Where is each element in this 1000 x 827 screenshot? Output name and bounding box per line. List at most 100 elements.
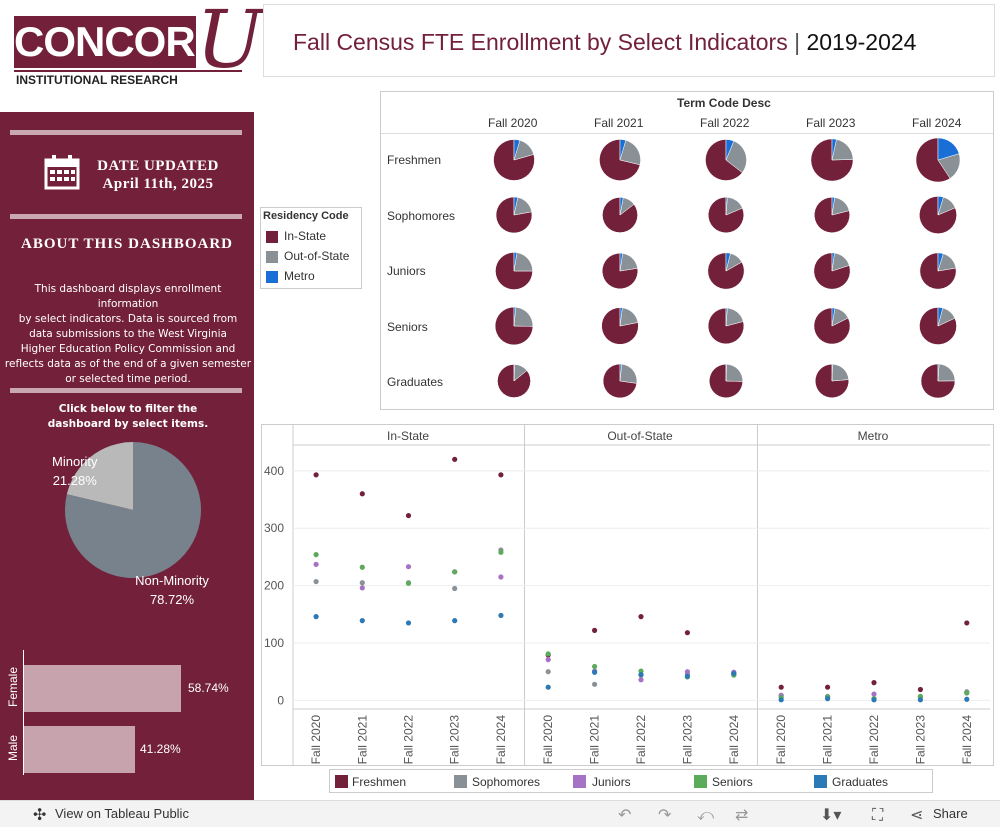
refresh-icon[interactable]: ⇄ xyxy=(735,805,749,824)
pie-slice-metro[interactable] xyxy=(513,306,517,327)
metro-swatch[interactable] xyxy=(266,271,278,283)
pie-slice-out-of-state[interactable] xyxy=(619,253,638,272)
pie-slice-metro[interactable] xyxy=(619,197,624,216)
freshmen-label[interactable]: Freshmen xyxy=(352,775,407,789)
view-on-tableau-link[interactable]: View on Tableau Public xyxy=(55,806,189,821)
out-of-state-label[interactable]: Out-of-State xyxy=(284,249,350,263)
pie-graduates-fall-2020[interactable] xyxy=(497,364,531,398)
pie-slice-in-state[interactable] xyxy=(919,196,957,234)
pie-slice-metro[interactable] xyxy=(937,363,940,382)
minority-slice[interactable] xyxy=(66,442,133,510)
pie-freshmen-fall-2023[interactable] xyxy=(810,138,854,182)
revert-icon[interactable]: ⤺ xyxy=(697,805,715,824)
pie-slice-metro[interactable] xyxy=(831,307,836,327)
pie-freshmen-fall-2024[interactable] xyxy=(915,137,961,183)
point-freshmen[interactable] xyxy=(452,456,458,462)
point-graduates[interactable] xyxy=(452,618,458,624)
non-minority-slice[interactable] xyxy=(64,442,201,578)
point-graduates[interactable] xyxy=(638,671,644,678)
point-graduates[interactable] xyxy=(825,696,831,702)
pie-slice-out-of-state[interactable] xyxy=(725,364,743,382)
point-freshmen[interactable] xyxy=(638,614,644,620)
pie-slice-metro[interactable] xyxy=(937,252,944,272)
pie-sophomores-fall-2022[interactable] xyxy=(707,196,745,234)
pie-slice-metro[interactable] xyxy=(725,364,727,382)
pie-slice-in-state[interactable] xyxy=(601,307,639,345)
pie-slice-metro[interactable] xyxy=(831,252,835,272)
point-freshmen[interactable] xyxy=(917,686,924,693)
graduates-swatch[interactable] xyxy=(814,775,827,788)
pie-slice-metro[interactable] xyxy=(937,137,960,161)
pie-slice-metro[interactable] xyxy=(513,364,515,382)
point-juniors[interactable] xyxy=(359,585,365,591)
pie-juniors-fall-2023[interactable] xyxy=(813,252,851,290)
out-of-state-swatch[interactable] xyxy=(266,251,278,263)
point-seniors[interactable] xyxy=(964,690,970,696)
point-graduates[interactable] xyxy=(778,697,784,703)
point-freshmen[interactable] xyxy=(405,512,412,519)
point-sophomores[interactable] xyxy=(545,669,551,675)
pie-freshmen-fall-2020[interactable] xyxy=(493,139,535,181)
point-juniors[interactable] xyxy=(313,561,319,567)
point-graduates[interactable] xyxy=(359,618,365,624)
point-graduates[interactable] xyxy=(592,669,598,675)
sophomores-label[interactable]: Sophomores xyxy=(472,775,541,789)
pie-slice-metro[interactable] xyxy=(513,252,518,272)
pie-slice-out-of-state[interactable] xyxy=(937,363,956,382)
pie-slice-out-of-state[interactable] xyxy=(831,363,849,382)
redo-icon[interactable]: ↷ xyxy=(658,805,672,824)
pie-juniors-fall-2024[interactable] xyxy=(919,252,957,290)
point-freshmen[interactable] xyxy=(313,472,319,478)
pie-slice-in-state[interactable] xyxy=(705,139,743,181)
point-graduates[interactable] xyxy=(871,697,877,703)
pie-seniors-fall-2024[interactable] xyxy=(919,307,957,345)
point-freshmen[interactable] xyxy=(592,627,598,633)
pie-sophomores-fall-2020[interactable] xyxy=(495,196,533,234)
sophomores-swatch[interactable] xyxy=(454,775,467,788)
point-freshmen[interactable] xyxy=(684,630,690,636)
point-sophomores[interactable] xyxy=(313,578,319,585)
point-graduates[interactable] xyxy=(964,696,970,702)
point-freshmen[interactable] xyxy=(498,472,504,478)
pie-slice-out-of-state[interactable] xyxy=(619,139,641,166)
pie-slice-in-state[interactable] xyxy=(920,363,956,399)
point-freshmen[interactable] xyxy=(778,684,784,690)
pie-seniors-fall-2023[interactable] xyxy=(813,307,851,345)
pie-slice-metro[interactable] xyxy=(831,363,833,382)
point-graduates[interactable] xyxy=(545,684,551,690)
point-juniors[interactable] xyxy=(545,657,551,663)
pie-slice-metro[interactable] xyxy=(619,363,622,382)
seniors-label[interactable]: Seniors xyxy=(712,775,753,789)
pie-slice-metro[interactable] xyxy=(937,307,944,327)
undo-icon[interactable]: ↶ xyxy=(618,805,632,824)
pie-graduates-fall-2024[interactable] xyxy=(920,363,956,399)
point-juniors[interactable] xyxy=(498,574,504,580)
juniors-swatch[interactable] xyxy=(573,775,586,788)
pie-slice-metro[interactable] xyxy=(937,196,944,216)
point-graduates[interactable] xyxy=(405,620,412,626)
pie-slice-metro[interactable] xyxy=(725,196,728,216)
pie-freshmen-fall-2021[interactable] xyxy=(599,139,641,181)
point-sophomores[interactable] xyxy=(592,681,598,687)
minority-pie-chart[interactable] xyxy=(0,442,254,612)
pie-slice-out-of-state[interactable] xyxy=(513,252,533,272)
freshmen-swatch[interactable] xyxy=(335,775,348,788)
pie-slice-metro[interactable] xyxy=(725,307,728,327)
pie-graduates-fall-2022[interactable] xyxy=(709,364,743,398)
tableau-logo-icon[interactable]: ✣ xyxy=(33,805,47,824)
point-seniors[interactable] xyxy=(313,552,319,558)
share-icon[interactable]: ⋖ xyxy=(910,805,924,824)
pie-slice-metro[interactable] xyxy=(831,138,837,161)
point-freshmen[interactable] xyxy=(964,620,970,626)
pie-slice-metro[interactable] xyxy=(513,196,519,216)
pie-graduates-fall-2023[interactable] xyxy=(814,363,849,398)
point-seniors[interactable] xyxy=(405,580,412,586)
point-juniors[interactable] xyxy=(638,677,644,683)
download-icon[interactable]: ⬇▾ xyxy=(820,805,842,824)
pie-juniors-fall-2021[interactable] xyxy=(601,252,639,290)
point-seniors[interactable] xyxy=(359,564,365,570)
pie-juniors-fall-2022[interactable] xyxy=(707,252,745,290)
pie-slice-in-state[interactable] xyxy=(599,139,641,181)
point-juniors[interactable] xyxy=(405,564,412,570)
seniors-swatch[interactable] xyxy=(694,775,707,788)
